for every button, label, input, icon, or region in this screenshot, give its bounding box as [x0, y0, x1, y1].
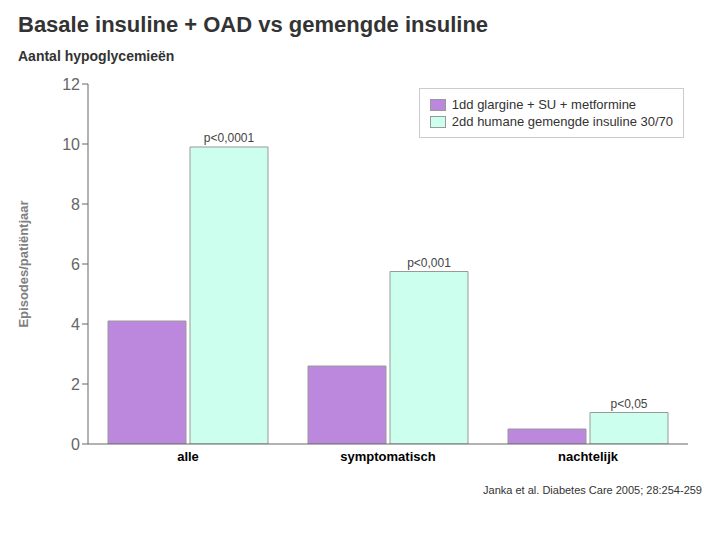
svg-text:0: 0 — [71, 436, 80, 453]
svg-text:alle: alle — [177, 449, 199, 464]
svg-text:4: 4 — [71, 316, 80, 333]
svg-text:2: 2 — [71, 376, 80, 393]
html-text:1dd glargine + SU + metformine: 1dd glargine + SU + metformine — [451, 97, 637, 112]
html-text:Janka et al. Diabetes Care 200: Janka et al. Diabetes Care 2005; 28:254-… — [483, 484, 702, 496]
svg-text:p<0,001: p<0,001 — [407, 256, 451, 270]
svg-text:nachtelijk: nachtelijk — [558, 449, 619, 464]
svg-text:p<0,0001: p<0,0001 — [204, 131, 255, 145]
svg-text:symptomatisch: symptomatisch — [340, 449, 435, 464]
svg-text:6: 6 — [71, 256, 80, 273]
svg-text:10: 10 — [62, 136, 80, 153]
svg-text:12: 12 — [62, 76, 80, 93]
html-text:Basale insuline + OAD vs gemen: Basale insuline + OAD vs gemengde insuli… — [18, 12, 489, 37]
svg-text:p<0,05: p<0,05 — [610, 397, 647, 411]
html-text:Aantal hypoglycemieën: Aantal hypoglycemieën — [18, 48, 175, 64]
svg-text:8: 8 — [71, 196, 80, 213]
html-text:2dd humane gemengde insuline 3: 2dd humane gemengde insuline 30/70 — [451, 114, 673, 129]
svg-text:Episodes/patiëntjaar: Episodes/patiëntjaar — [16, 200, 31, 327]
